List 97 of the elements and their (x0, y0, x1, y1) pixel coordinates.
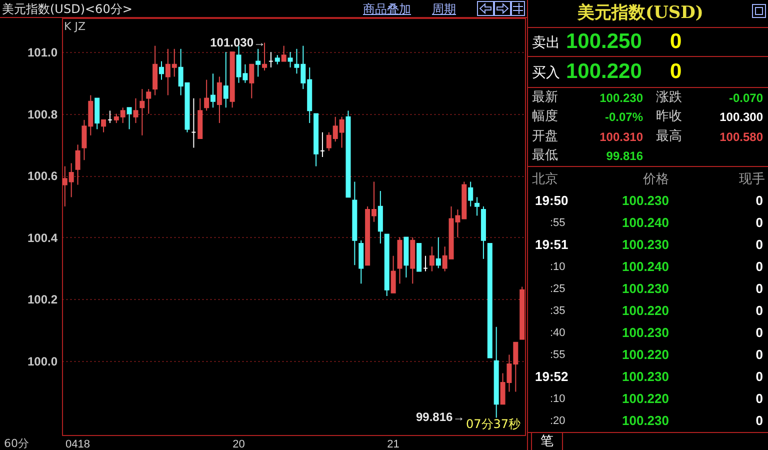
text: :25 (550, 282, 566, 297)
y-tick-label: 100.4 (27, 230, 58, 245)
text: 最新 (532, 89, 558, 107)
text: 周期 (432, 1, 456, 18)
candlestick (474, 196, 480, 216)
text: 100.230 (622, 192, 669, 210)
text: 幅度 (532, 108, 558, 126)
candlestick (262, 42, 268, 72)
text: -0.070 (728, 90, 763, 107)
text: 现手 (739, 171, 765, 189)
text: 0 (756, 346, 763, 364)
text: 100.230 (622, 280, 669, 298)
candlestick (126, 107, 132, 130)
candlestick (288, 51, 293, 68)
candlestick (281, 45, 286, 62)
text: 0 (756, 258, 763, 276)
annotation: 07分37秒 (466, 416, 521, 433)
candlestick (216, 76, 222, 124)
annotation: 99.816→ (416, 410, 465, 424)
candlestick (223, 51, 228, 108)
x-tick-label: 20 (232, 438, 245, 450)
text: 笔 (531, 433, 563, 450)
text: 100.310 (600, 128, 643, 146)
text: 0 (756, 390, 763, 408)
text: 商品叠加 (363, 1, 411, 18)
text: 100.220 (622, 390, 669, 408)
annotation: K JZ (64, 20, 86, 33)
y-tick-label: 101.0 (27, 45, 58, 60)
text: 0 (756, 324, 763, 342)
text: 北京 (532, 171, 558, 189)
candlestick (249, 64, 254, 99)
candlestick (210, 73, 216, 108)
chart-title: 美元指数(USD)<60分> (2, 1, 132, 18)
text: 100.240 (622, 214, 669, 232)
y-tick-label: 100.0 (27, 354, 58, 368)
text: 100.580 (720, 128, 763, 146)
text: 0 (756, 236, 763, 254)
text: 100.230 (600, 90, 643, 107)
text: 100.230 (622, 324, 669, 342)
text: 涨跌 (656, 89, 682, 107)
annotation: 101.030→ (210, 36, 266, 50)
text: 0 (756, 280, 763, 298)
text: 买入 (532, 64, 560, 82)
candlestick (140, 88, 145, 136)
candlestick (429, 246, 434, 272)
text: 最低 (532, 146, 558, 165)
candlestick (158, 60, 164, 80)
candlestick (390, 255, 396, 294)
candlestick (146, 88, 152, 114)
candlestick (204, 79, 210, 112)
text: 昨收 (656, 108, 682, 126)
y-tick-label: 100.6 (27, 169, 58, 184)
text: 开盘 (532, 128, 558, 146)
text: 60分 (4, 436, 29, 450)
candlestick (274, 54, 280, 65)
text: :10 (550, 260, 566, 275)
candlestick (75, 144, 80, 186)
y-tick-label: 100.8 (27, 107, 58, 122)
x-tick-label: 0418 (66, 438, 90, 450)
text: 19:50 (535, 192, 568, 210)
text: 0 (756, 192, 763, 210)
text: 0 (756, 214, 763, 232)
text: :55 (550, 348, 566, 363)
x-tick-label: 21 (387, 438, 400, 450)
candlestick (436, 236, 441, 269)
text: 0 (670, 60, 682, 83)
candlestick (133, 98, 138, 124)
text: 19:52 (535, 368, 568, 386)
text: :10 (550, 392, 566, 407)
text: :55 (550, 216, 566, 231)
text: 100.220 (622, 346, 669, 364)
text: 0 (756, 412, 763, 430)
text: 100.220 (622, 302, 669, 320)
text: 99.816 (606, 148, 643, 165)
candlestick (101, 119, 106, 133)
text: 100.250 (566, 30, 642, 53)
text: -0.07% (604, 109, 643, 126)
text: 0 (756, 368, 763, 386)
text: 100.300 (720, 109, 763, 126)
text: 最高 (656, 128, 682, 146)
text: 100.230 (622, 236, 669, 254)
text: 19:51 (535, 236, 568, 254)
text: 100.230 (622, 368, 669, 386)
text: 卖出 (532, 34, 560, 52)
candlestick (256, 48, 261, 78)
text: 100.230 (622, 412, 669, 430)
text: :35 (550, 304, 566, 319)
text: 100.220 (566, 60, 642, 83)
text: :40 (550, 326, 566, 341)
text: :20 (550, 414, 566, 429)
text: 美元指数(USD) (576, 2, 704, 24)
text: 0 (670, 30, 682, 53)
text: 价格 (643, 171, 669, 189)
candlestick (468, 181, 474, 207)
y-tick-label: 100.2 (27, 292, 58, 307)
text: 100.240 (622, 258, 669, 276)
text: 0 (756, 302, 763, 320)
